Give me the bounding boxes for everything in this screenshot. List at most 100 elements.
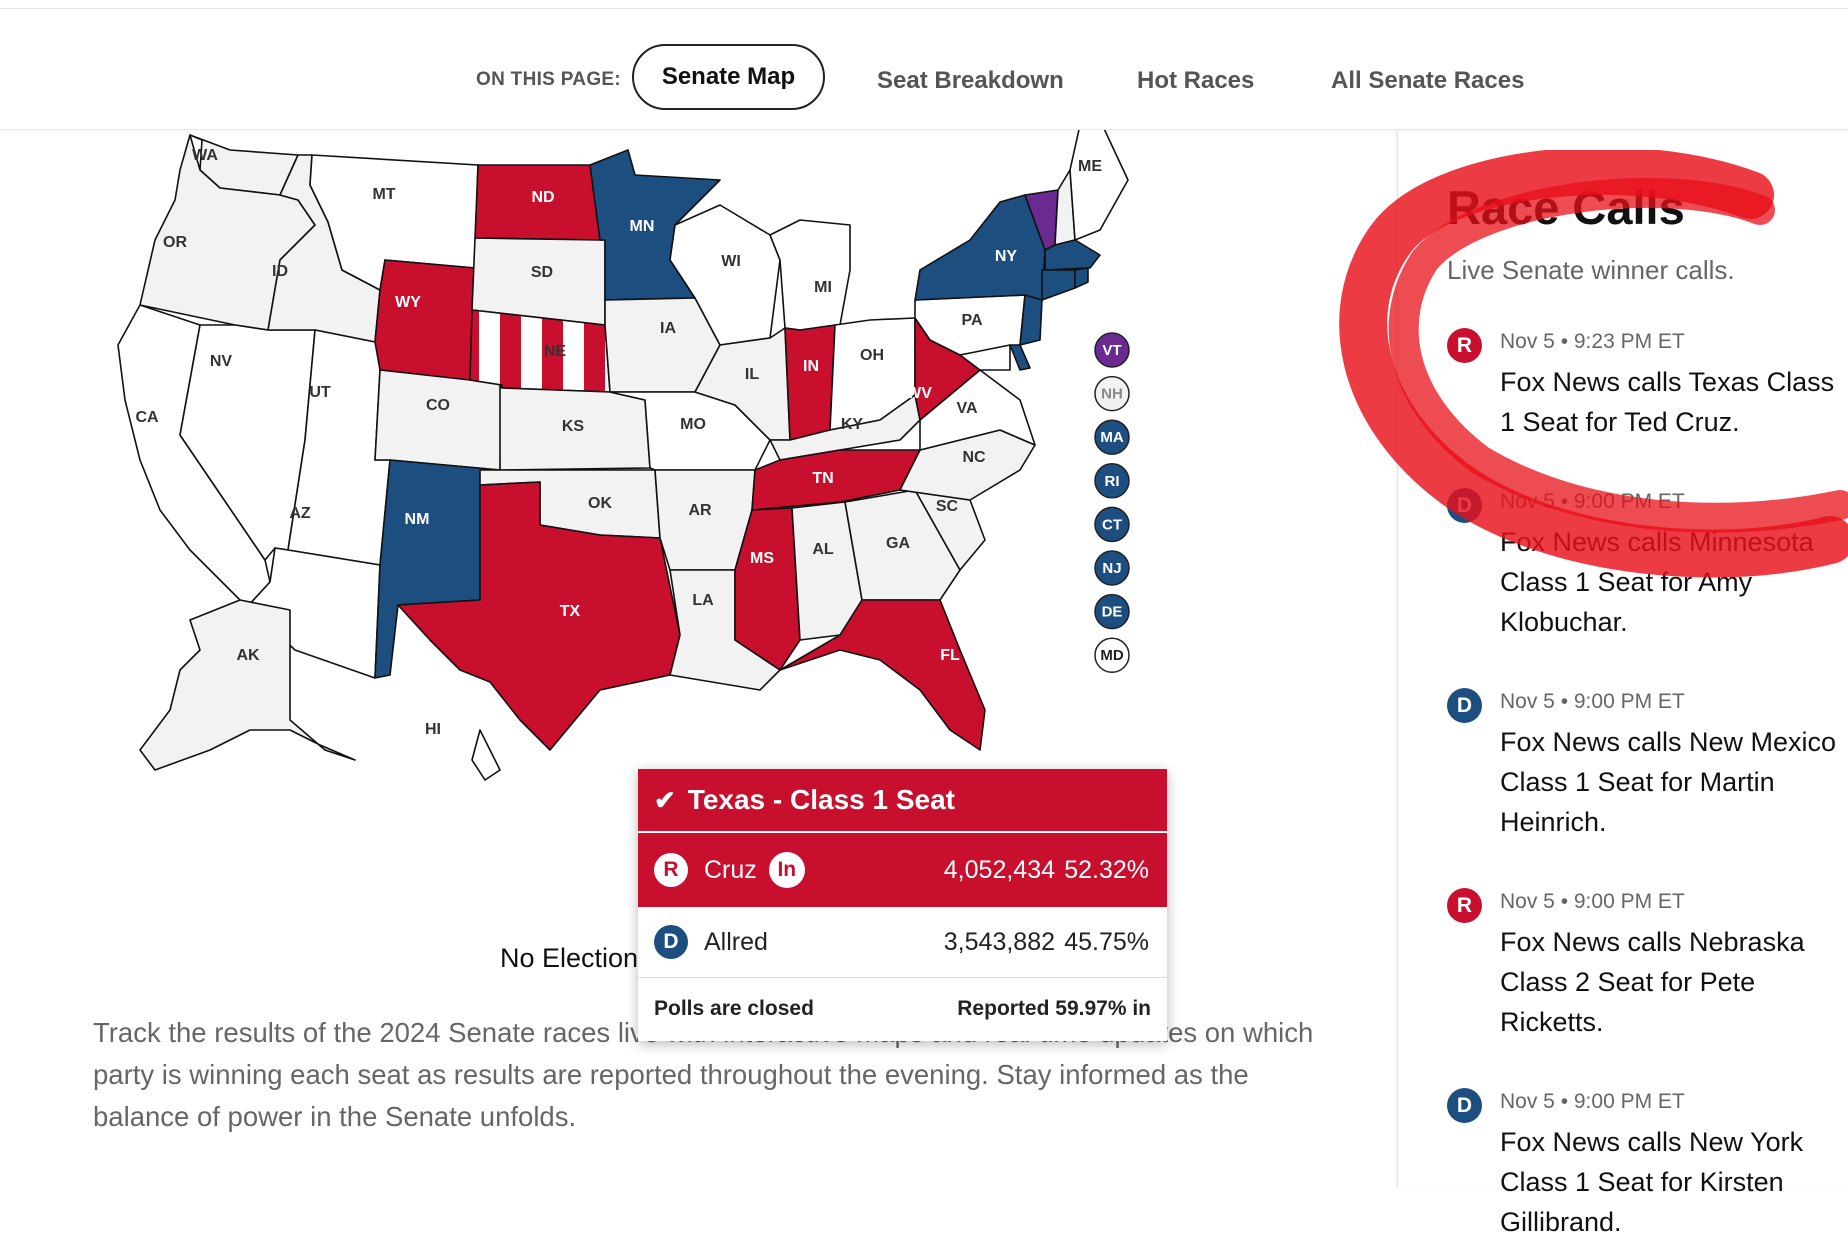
party-badge: R bbox=[1447, 888, 1482, 923]
small-state-dot-nh[interactable] bbox=[1094, 375, 1130, 412]
state-label-ca: CA bbox=[135, 409, 159, 426]
state-co[interactable] bbox=[374, 369, 503, 471]
nav-all-senate-races[interactable]: All Senate Races bbox=[1331, 67, 1525, 94]
small-state-dot-label: MA bbox=[1100, 429, 1123, 446]
call-time: Nov 5 • 9:00 PM ET bbox=[1500, 1090, 1685, 1113]
call-text: Fox News calls New Mexico Class 1 Seat f… bbox=[1500, 727, 1837, 837]
state-ny[interactable] bbox=[914, 194, 1046, 301]
small-state-dot-ct[interactable] bbox=[1094, 506, 1130, 543]
state-label-hi: HI bbox=[425, 721, 441, 738]
state-md[interactable] bbox=[959, 344, 1011, 371]
state-label-sd: SD bbox=[531, 264, 553, 281]
small-state-dot-label: CT bbox=[1102, 516, 1122, 533]
reported-pct: Reported 59.97% in bbox=[957, 997, 1151, 1020]
state-label-sc: SC bbox=[936, 498, 959, 515]
state-me[interactable] bbox=[1069, 119, 1129, 241]
state-label-wy: WY bbox=[395, 294, 421, 311]
state-fl[interactable] bbox=[779, 599, 986, 751]
check-icon: ✔ bbox=[654, 784, 676, 815]
race-calls-sidebar bbox=[1397, 130, 1848, 1187]
candidate-votes: 4,052,434 bbox=[943, 855, 1055, 884]
nav-label: ON THIS PAGE: bbox=[476, 69, 621, 90]
state-label-tx: TX bbox=[560, 603, 581, 620]
state-label-oh: OH bbox=[860, 347, 884, 364]
state-label-fl: FL bbox=[940, 647, 960, 664]
state-label-ar: AR bbox=[688, 502, 712, 519]
state-label-wv: WV bbox=[906, 385, 932, 402]
state-mi[interactable] bbox=[769, 219, 851, 331]
state-label-tn: TN bbox=[812, 470, 833, 487]
small-state-dot-label: VT bbox=[1102, 342, 1121, 359]
nav-hot-races[interactable]: Hot Races bbox=[1137, 67, 1255, 94]
party-badge: R bbox=[1447, 328, 1482, 363]
small-state-dot-ma[interactable] bbox=[1094, 419, 1130, 455]
senate-map-svg: WA OR CA ID NV MT WY UT AZ CO NM ND SD NE KS OK TX MN IA MO… bbox=[117, 119, 1130, 781]
party-badge-d: D bbox=[654, 925, 688, 959]
candidate-pct: 52.32% bbox=[1064, 855, 1149, 884]
senate-map: WA OR CA ID NV MT WY UT AZ CO NM ND SD NE KS OK TX MN IA MO… bbox=[80, 119, 1360, 910]
small-state-dot-de[interactable] bbox=[1094, 593, 1130, 630]
state-ct[interactable] bbox=[1041, 269, 1076, 301]
state-label-in: IN bbox=[803, 358, 819, 375]
state-label-il: IL bbox=[745, 366, 759, 383]
small-state-dot-ri[interactable] bbox=[1094, 463, 1130, 499]
call-time: Nov 5 • 9:00 PM ET bbox=[1500, 490, 1685, 513]
small-state-dot-vt[interactable] bbox=[1094, 332, 1130, 368]
candidate-row: D Allred 3,543,882 45.75% bbox=[638, 907, 1167, 978]
race-calls-subtitle: Live Senate winner calls. bbox=[1447, 255, 1735, 285]
state-label-nv: NV bbox=[210, 353, 233, 370]
state-label-pa: PA bbox=[961, 312, 982, 329]
small-state-dot-md[interactable] bbox=[1094, 637, 1130, 673]
small-state-dot-label: RI bbox=[1105, 473, 1120, 490]
call-text: Fox News calls Nebraska Class 2 Seat for… bbox=[1500, 927, 1805, 1037]
call-text: Fox News calls New York Class 1 Seat for… bbox=[1500, 1127, 1804, 1237]
state-ga[interactable] bbox=[844, 489, 961, 601]
state-label-ks: KS bbox=[562, 418, 585, 435]
small-state-dot-label: NJ bbox=[1102, 560, 1121, 577]
call-text: Fox News calls Minnesota Class 1 Seat fo… bbox=[1500, 527, 1814, 637]
state-label-me: ME bbox=[1078, 158, 1102, 175]
party-badge: D bbox=[1447, 1088, 1482, 1123]
state-tx[interactable] bbox=[397, 481, 681, 751]
state-nj[interactable] bbox=[1019, 294, 1043, 346]
candidate-votes: 3,543,882 bbox=[943, 927, 1055, 956]
state-in[interactable] bbox=[784, 324, 836, 441]
candidate-name: Allred bbox=[704, 927, 768, 956]
state-label-ga: GA bbox=[886, 535, 910, 552]
state-label-al: AL bbox=[812, 541, 834, 558]
state-label-la: LA bbox=[692, 592, 714, 609]
state-label-ne: NE bbox=[544, 343, 567, 360]
candidate-row-winner: R Cruz In 4,052,434 52.32% bbox=[638, 833, 1167, 907]
tooltip-header: ✔ Texas - Class 1 Seat bbox=[638, 769, 1167, 831]
state-label-mn: MN bbox=[630, 218, 655, 235]
nav-seat-breakdown[interactable]: Seat Breakdown bbox=[877, 67, 1064, 94]
state-label-ia: IA bbox=[660, 320, 676, 337]
state-hi[interactable] bbox=[471, 729, 501, 781]
small-state-dot-nj[interactable] bbox=[1094, 550, 1130, 586]
state-label-ms: MS bbox=[750, 550, 774, 567]
state-label-az: AZ bbox=[289, 505, 311, 522]
state-label-mt: MT bbox=[372, 186, 395, 203]
party-badge: D bbox=[1447, 688, 1482, 723]
small-state-dot-label: DE bbox=[1102, 604, 1123, 621]
state-label-mo: MO bbox=[680, 416, 706, 433]
nav-senate-map[interactable]: Senate Map bbox=[632, 44, 825, 110]
state-label-ok: OK bbox=[588, 495, 612, 512]
state-label-nm: NM bbox=[405, 511, 430, 528]
state-ak[interactable] bbox=[139, 599, 356, 771]
state-de[interactable] bbox=[1009, 344, 1031, 371]
call-time: Nov 5 • 9:00 PM ET bbox=[1500, 890, 1685, 913]
state-labels: WA OR CA ID NV MT WY UT AZ CO NM ND SD NE KS OK TX MN IA MO… bbox=[135, 147, 1102, 738]
state-label-wi: WI bbox=[721, 253, 741, 270]
state-label-nc: NC bbox=[962, 449, 986, 466]
race-calls-title: Race Calls bbox=[1447, 181, 1685, 234]
top-border bbox=[0, 0, 1848, 9]
party-badge-r: R bbox=[654, 853, 688, 887]
state-label-nd: ND bbox=[531, 189, 554, 206]
tooltip-title: Texas - Class 1 Seat bbox=[687, 784, 955, 815]
call-time: Nov 5 • 9:00 PM ET bbox=[1500, 690, 1685, 713]
state-wy[interactable] bbox=[369, 259, 476, 381]
state-ri[interactable] bbox=[1074, 267, 1089, 289]
small-state-dot-label: MD bbox=[1100, 647, 1123, 664]
state-label-ak: AK bbox=[236, 647, 260, 664]
